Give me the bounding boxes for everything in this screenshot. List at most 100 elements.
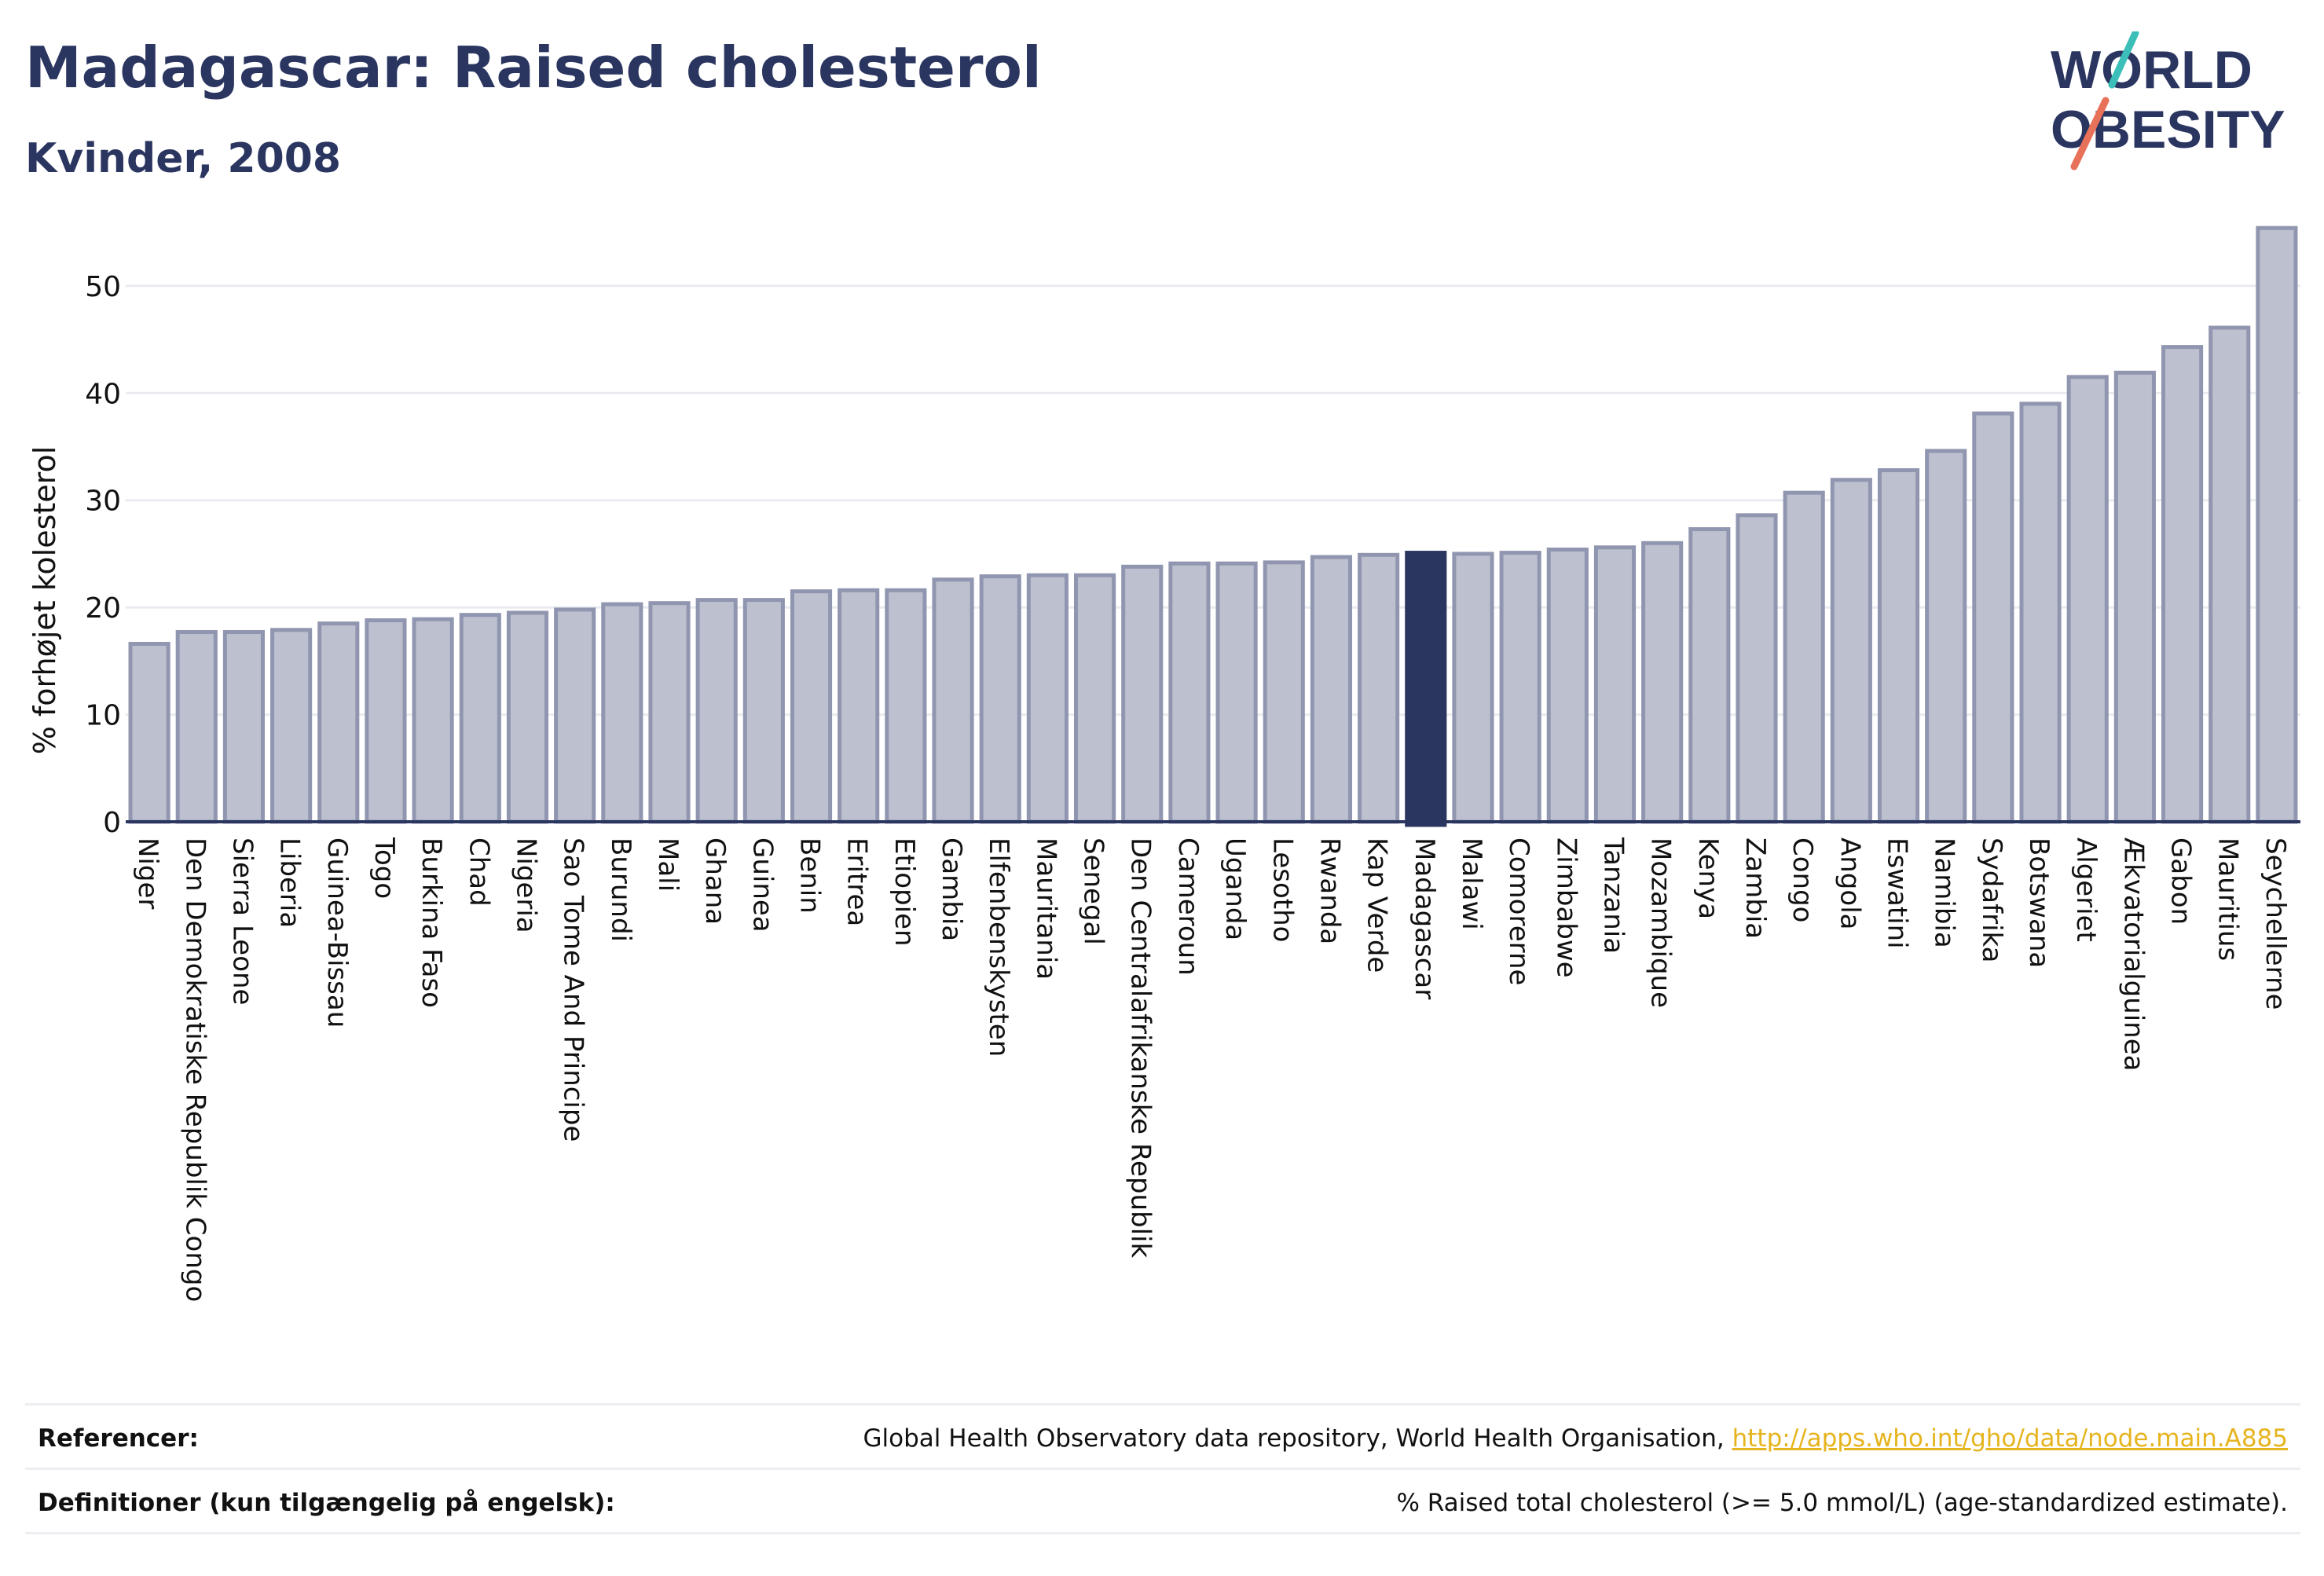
bar-togo	[365, 618, 407, 824]
bar-den-centralafrikanske-republik	[1121, 564, 1164, 824]
x-tick-label: Malawi	[1456, 837, 1487, 930]
bar-eswatini	[1877, 468, 1920, 824]
logo-slash-coral	[2070, 97, 2110, 170]
bar-algeriet	[2066, 375, 2109, 824]
x-tick-label: Madagascar	[1409, 837, 1440, 999]
x-tick-label: Angola	[1834, 837, 1865, 929]
x-tick-label: Sydafrika	[1976, 837, 2007, 962]
bar-mauritania	[1026, 573, 1069, 824]
bar-namibia	[1925, 449, 1967, 824]
page-subtitle: Kvinder, 2008	[25, 135, 342, 182]
x-tick-label: Uganda	[1219, 837, 1251, 940]
bar-liberia	[270, 628, 313, 824]
bar-angola	[1830, 478, 1872, 824]
y-tick-label: 40	[85, 378, 121, 410]
bar-niger	[128, 642, 170, 824]
bar-botswana	[2019, 401, 2062, 824]
bar-rwanda	[1310, 555, 1353, 824]
x-tick-label: Burundi	[605, 837, 636, 942]
definitions-row: Definitioner (kun tilgængelig på engelsk…	[25, 1468, 2300, 1534]
references-row: Referencer: Global Health Observatory da…	[25, 1403, 2300, 1470]
bar-comorerne	[1499, 551, 1541, 824]
bar-den-demokratiske-republik-congo	[175, 630, 218, 824]
x-tick-label: Congo	[1787, 837, 1818, 922]
bar-kenya	[1688, 527, 1731, 824]
x-tick-label: Sao Tome And Principe	[558, 837, 589, 1142]
x-tick-label: Botswana	[2023, 837, 2055, 968]
y-tick-label: 50	[85, 271, 121, 303]
bar-guinea	[742, 598, 785, 824]
x-tick-label: Zimbabwe	[1550, 837, 1582, 978]
x-tick-label: Senegal	[1078, 837, 1109, 945]
bar-burundi	[601, 602, 643, 824]
bar-mozambique	[1641, 541, 1684, 824]
x-tick-label: Nigeria	[510, 837, 541, 933]
x-tick-label: Benin	[794, 837, 826, 914]
x-tick-label: Elfenbenskysten	[983, 837, 1014, 1057]
bar-cameroun	[1168, 561, 1211, 824]
y-tick-label: 0	[103, 807, 121, 839]
bar-guinea-bissau	[317, 621, 360, 824]
y-tick-label: 20	[85, 592, 121, 625]
x-tick-label: Namibia	[1929, 837, 1960, 948]
x-tick-label: Den Demokratiske Republik Congo	[179, 837, 211, 1302]
x-tick-label: Zambia	[1739, 837, 1771, 939]
bar-gambia	[932, 577, 974, 824]
x-tick-label: Lesotho	[1266, 837, 1298, 942]
x-tick-label: Burkina Faso	[416, 837, 447, 1008]
x-tick-labels: Niger Den Demokratiske Republik Congo Sier…	[132, 837, 2291, 1302]
y-axis-label: % forhøjet kolesterol	[27, 446, 62, 755]
bar-eritrea	[838, 588, 880, 824]
x-tick-label: Cameroun	[1172, 837, 1204, 976]
bar-chart: 0 10 20 30 40 50 Niger Den Demokratiske Republ…	[27, 225, 2300, 1302]
y-tick-labels: 0 10 20 30 40 50	[85, 271, 121, 839]
x-tick-label: Sierra Leone	[226, 837, 258, 1005]
references-text: Global Health Observatory data repositor…	[863, 1424, 1732, 1453]
references-link[interactable]: http://apps.who.int/gho/data/node.main.A…	[1732, 1424, 2288, 1453]
x-tick-label: Tanzania	[1597, 837, 1629, 954]
bar-benin	[790, 589, 833, 824]
bar-sierra-leone	[222, 630, 266, 824]
bar-congo	[1783, 490, 1825, 824]
bar-gabon	[2161, 345, 2204, 824]
y-tick-label: 30	[85, 486, 121, 518]
x-tick-label: Guinea-Bissau	[321, 837, 353, 1028]
footer-divider	[25, 1532, 2300, 1534]
x-tick-label: Algeriet	[2070, 837, 2102, 942]
definitions-value: % Raised total cholesterol (>= 5.0 mmol/…	[1396, 1489, 2288, 1517]
bar-nigeria	[506, 610, 549, 824]
bar-ghana	[695, 598, 738, 824]
x-tick-label: Niger	[132, 837, 163, 909]
x-tick-label: Mali	[652, 837, 684, 892]
bar-mauritius	[2209, 325, 2251, 824]
x-tick-label: Gabon	[2165, 837, 2197, 925]
logo-line1: WORLD	[2051, 40, 2253, 100]
bar-sao-tome-and-principe	[554, 607, 596, 824]
x-tick-label: Ghana	[699, 837, 731, 925]
bar-malawi	[1452, 552, 1494, 824]
x-tick-label: Chad	[463, 837, 494, 907]
x-tick-label: Kap Verde	[1362, 837, 1393, 973]
x-tick-label: Eritrea	[841, 837, 873, 926]
x-tick-label: Liberia	[274, 837, 306, 928]
definitions-label: Definitioner (kun tilgængelig på engelsk…	[38, 1489, 615, 1517]
x-tick-label: Ækvatorialguinea	[2117, 837, 2149, 1071]
x-tick-label: Eswatini	[1882, 837, 1913, 949]
x-tick-label: Rwanda	[1314, 837, 1345, 944]
world-obesity-logo: WORLD OBESITY	[2051, 31, 2286, 170]
bar-burkina-faso	[412, 617, 454, 824]
bar-madagascar	[1405, 551, 1447, 827]
bar-kap-verde	[1358, 552, 1400, 824]
logo-slash-teal	[2108, 31, 2139, 89]
x-tick-label: Mozambique	[1645, 837, 1677, 1008]
bar-elfenbenskysten	[979, 574, 1021, 824]
bar-seychellerne	[2256, 225, 2298, 824]
x-tick-label: Kenya	[1692, 837, 1724, 919]
x-tick-label: Seychellerne	[2260, 837, 2291, 1010]
bar-senegal	[1073, 573, 1116, 824]
bar-lesotho	[1263, 560, 1305, 824]
x-tick-label: Mauritius	[2212, 837, 2244, 961]
bar-zambia	[1736, 513, 1778, 824]
bar-etiopien	[885, 588, 927, 824]
x-tick-label: Togo	[368, 837, 400, 899]
